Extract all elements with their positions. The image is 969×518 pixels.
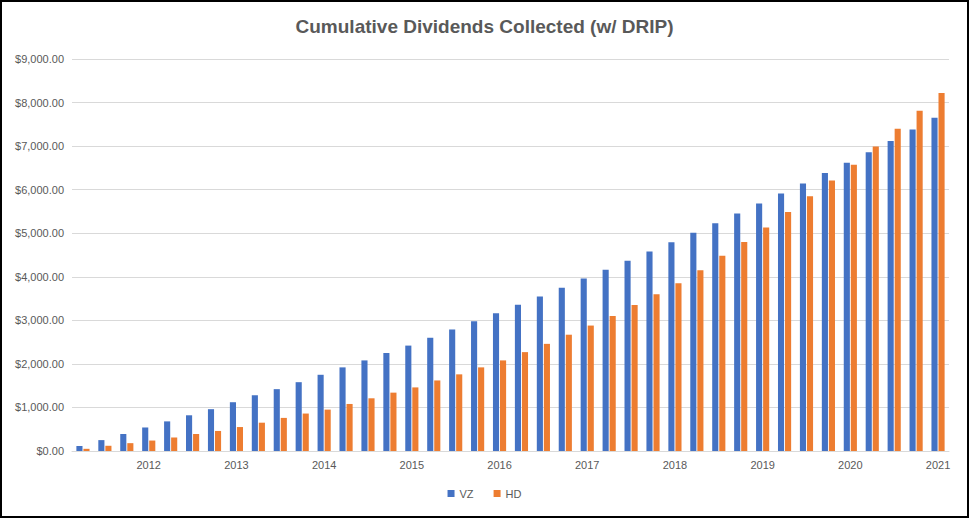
- svg-text:2018: 2018: [663, 459, 687, 471]
- svg-text:$8,000.00: $8,000.00: [15, 97, 64, 109]
- svg-text:2013: 2013: [224, 459, 248, 471]
- svg-text:2021: 2021: [926, 459, 950, 471]
- svg-text:2019: 2019: [750, 459, 774, 471]
- svg-text:$9,000.00: $9,000.00: [15, 53, 64, 65]
- svg-text:Cumulative Dividends Collected: Cumulative Dividends Collected (w/ DRIP): [296, 16, 674, 37]
- svg-text:$5,000.00: $5,000.00: [15, 227, 64, 239]
- svg-text:2017: 2017: [575, 459, 599, 471]
- svg-text:2020: 2020: [838, 459, 862, 471]
- svg-text:$1,000.00: $1,000.00: [15, 401, 64, 413]
- svg-text:$2,000.00: $2,000.00: [15, 358, 64, 370]
- svg-text:HD: HD: [506, 488, 522, 500]
- svg-text:$0.00: $0.00: [36, 445, 64, 457]
- svg-text:2014: 2014: [312, 459, 336, 471]
- svg-text:$4,000.00: $4,000.00: [15, 271, 64, 283]
- svg-text:2015: 2015: [400, 459, 424, 471]
- svg-text:2012: 2012: [136, 459, 160, 471]
- svg-text:$7,000.00: $7,000.00: [15, 140, 64, 152]
- svg-text:2016: 2016: [487, 459, 511, 471]
- svg-text:VZ: VZ: [460, 488, 474, 500]
- svg-text:$3,000.00: $3,000.00: [15, 314, 64, 326]
- svg-text:$6,000.00: $6,000.00: [15, 184, 64, 196]
